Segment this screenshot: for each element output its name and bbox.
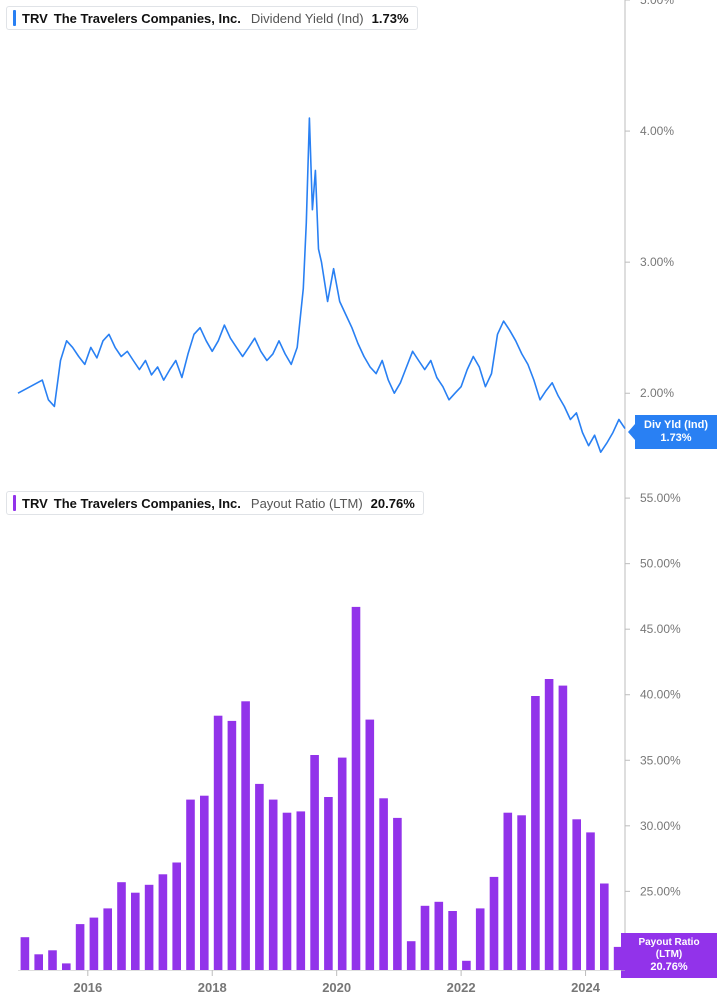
chart-header-pill: TRV The Travelers Companies, Inc. Payout… [6,491,424,515]
bar [448,911,457,970]
badge-title: Div Yld (Ind) [641,419,711,432]
y-tick-label: 50.00% [640,557,681,571]
bar [117,882,126,970]
x-tick-label: 2022 [447,980,476,995]
chart-header-pill: TRV The Travelers Companies, Inc. Divide… [6,6,418,30]
metric-name: Payout Ratio (LTM) [251,496,363,511]
bar [103,908,112,970]
bar [379,798,388,970]
bar [48,950,57,970]
bar [338,758,347,970]
bar [531,696,540,970]
y-tick-label: 40.00% [640,688,681,702]
bar [214,716,223,970]
x-tick-label: 2024 [571,980,601,995]
bar [297,811,306,970]
bar [407,941,416,970]
bar [310,755,319,970]
bar [324,797,333,970]
x-axis-row: 2016 2018 2020 2022 2024 [0,970,717,1000]
pill-color-bar [13,10,16,26]
bar [476,908,485,970]
chart1-block: TRV The Travelers Companies, Inc. Divide… [0,0,717,485]
y-tick-label: 25.00% [640,884,681,898]
badge-title: Payout Ratio (LTM) [627,937,711,961]
x-tick-label: 2018 [198,980,227,995]
bar [159,874,168,970]
pill-color-bar [13,495,16,511]
y-tick-label: 2.00% [640,386,674,400]
y-tick-label: 4.00% [640,124,674,138]
metric-name: Dividend Yield (Ind) [251,11,364,26]
plot-area: 2.00% 3.00% 4.00% 5.00% Div Yld (Ind) 1.73% [0,0,717,485]
y-tick-label: 35.00% [640,753,681,767]
bar [283,813,292,970]
bar [517,815,526,970]
bar [600,884,609,971]
bar [255,784,264,970]
bar [586,832,595,970]
bar [352,607,361,970]
ticker-symbol: TRV [22,496,48,511]
payout-ratio-chart[interactable]: 20.00%25.00%30.00%35.00%40.00%45.00%50.0… [0,485,717,970]
bar [172,863,181,971]
bar [145,885,154,970]
bar [269,800,278,970]
bar [490,877,499,970]
company-name: The Travelers Companies, Inc. [54,11,241,26]
y-tick-label: 55.00% [640,491,681,505]
x-axis: 2016 2018 2020 2022 2024 [0,970,717,1002]
bar [462,961,471,970]
chart2-block: TRV The Travelers Companies, Inc. Payout… [0,485,717,970]
bar [186,800,195,970]
y-tick-label: 5.00% [640,0,674,7]
y-tick-label: 3.00% [640,255,674,269]
bar [366,720,375,970]
bar [21,937,30,970]
x-tick-label: 2020 [322,980,351,995]
bar [545,679,554,970]
metric-value: 1.73% [372,11,409,26]
bar [504,813,513,970]
dividend-yield-chart[interactable]: 2.00% 3.00% 4.00% 5.00% [0,0,717,485]
y-tick-label: 45.00% [640,622,681,636]
y-tick-label: 30.00% [640,819,681,833]
company-name: The Travelers Companies, Inc. [54,496,241,511]
bar [90,918,99,970]
ticker-symbol: TRV [22,11,48,26]
bar [241,701,250,970]
plot-area: 20.00%25.00%30.00%35.00%40.00%45.00%50.0… [0,485,717,970]
line-series [18,118,625,452]
bar [421,906,430,970]
current-value-badge: Div Yld (Ind) 1.73% [635,415,717,449]
bar [34,954,43,970]
bar [76,924,85,970]
bar [200,796,209,970]
x-tick-label: 2016 [73,980,102,995]
bar [393,818,402,970]
bar [131,893,140,970]
bar [435,902,444,970]
bar [228,721,237,970]
bar [62,963,71,970]
bar [572,819,581,970]
bar [559,686,568,970]
badge-value: 1.73% [641,432,711,445]
metric-value: 20.76% [371,496,415,511]
